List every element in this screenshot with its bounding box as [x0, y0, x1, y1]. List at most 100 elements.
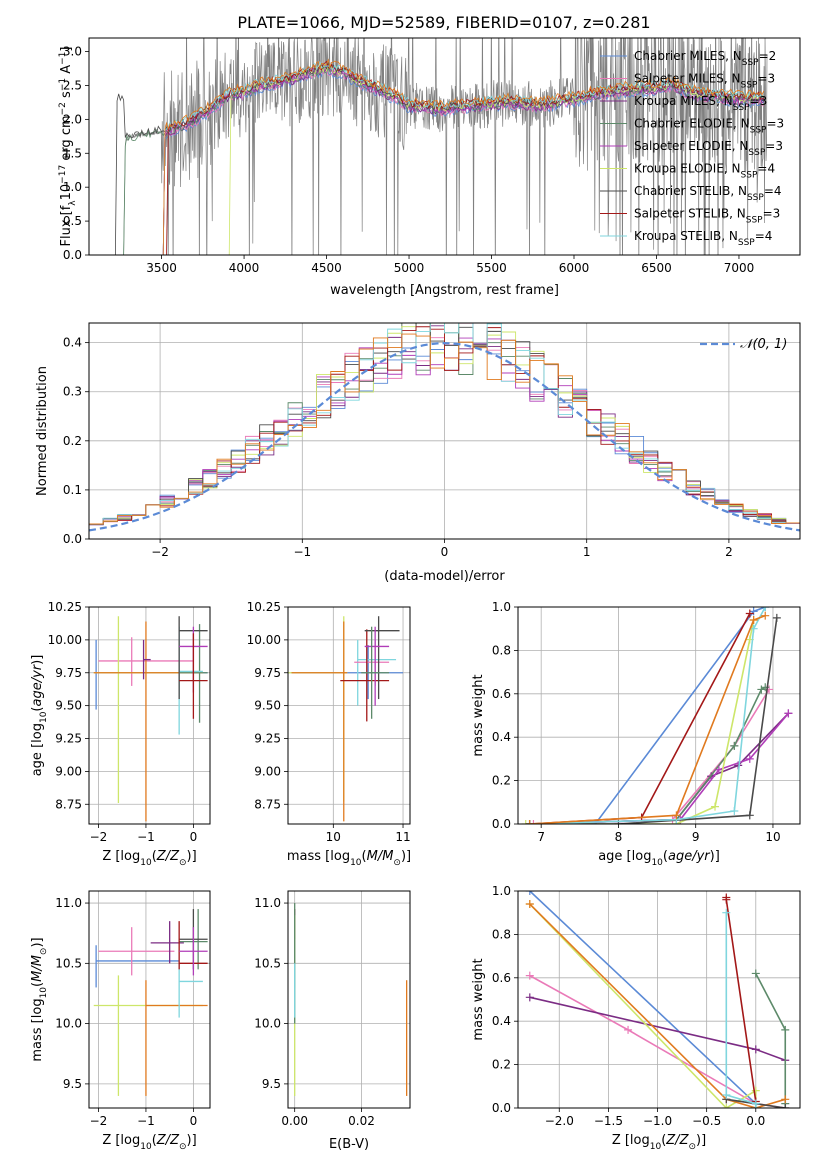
- x-tick-label: −2.0: [545, 1114, 574, 1128]
- y-tick-label: 1.5: [63, 146, 82, 160]
- error-bar-c2: [142, 639, 151, 680]
- y-tick-label: 1.0: [63, 180, 82, 194]
- y-tick-label: 10.00: [247, 633, 281, 647]
- x-tick-label: 4500: [311, 261, 342, 275]
- weight-marker: [529, 820, 538, 824]
- gaussian-curve: [89, 342, 800, 532]
- y-tick-label: 0.4: [492, 730, 511, 744]
- weight-series-orange: [525, 611, 770, 824]
- legend-label: Salpeter ELODIE, NSSP=3: [634, 139, 783, 158]
- error-bar-orange: [93, 621, 203, 822]
- y-tick-label: 1.0: [492, 600, 511, 614]
- y-tick-label: 2.0: [63, 112, 82, 126]
- mass-vs-extinction-panel: 0.00 0.02 9.5 10.0 10.5 11.0 E(B-V): [254, 890, 411, 1152]
- error-bar-c4: [179, 927, 208, 976]
- weight-marker: [722, 1104, 731, 1108]
- x-tick-label: 10: [765, 830, 780, 844]
- mass-vs-metallicity-panel: −2 −1 0 9.5 10.0 10.5 11.0 Z [log10(Z/Z⊙)] mass …: [30, 890, 211, 1152]
- y-tick-label: 0.5: [63, 214, 82, 228]
- y-tick-label: 10.5: [254, 956, 281, 970]
- y-tick-label: 11.0: [254, 896, 281, 910]
- plot-area: [521, 607, 793, 824]
- x-axis-label: E(B-V): [329, 1137, 369, 1152]
- weight-marker: [525, 993, 534, 1002]
- weight-line: [529, 891, 757, 1108]
- y-tick-label: 0.1: [63, 483, 82, 497]
- y-tick-label: 9.5: [262, 1077, 281, 1091]
- weight-marker: [751, 1086, 760, 1095]
- y-tick-label: 10.5: [55, 956, 82, 970]
- y-axis-label: Flux [fλ10−17 erg cm−2 s−1 A−1]: [58, 47, 78, 247]
- y-tick-label: 0.2: [63, 434, 82, 448]
- error-bar-c1: [98, 927, 175, 976]
- weight-line: [725, 897, 757, 1102]
- x-tick-label: 7000: [724, 261, 755, 275]
- model-spectrum-c8: [162, 61, 764, 255]
- legend-label: Salpeter STELIB, NSSP=3: [634, 207, 780, 226]
- y-tick-label: 1.0: [492, 884, 511, 898]
- weight-marker: [730, 806, 739, 815]
- plot-area: [525, 891, 790, 1108]
- weight-marker: [781, 1025, 790, 1034]
- weight-marker: [781, 1104, 790, 1108]
- weight-vs-age-panel: 7 8 9 10 0.0 0.2 0.4 0.6 0.8 1.0 mass weight age [l…: [471, 600, 801, 868]
- weight-series-c0: [525, 607, 770, 824]
- weight-marker: [784, 709, 793, 718]
- weight-marker: [722, 895, 731, 904]
- error-bar-c4: [364, 626, 390, 706]
- x-tick-label: 4000: [229, 261, 260, 275]
- weight-line: [529, 686, 766, 824]
- weight-marker: [711, 802, 720, 811]
- plot-area: [294, 903, 408, 1096]
- weight-marker: [751, 1104, 760, 1108]
- x-tick-label: −1: [293, 545, 311, 559]
- error-bar-c8: [178, 963, 203, 1018]
- x-tick-label: −1: [137, 830, 155, 844]
- y-tick-label: 0.8: [492, 927, 511, 941]
- weight-series-c4: [525, 709, 793, 824]
- weight-marker: [745, 754, 754, 763]
- weight-line: [755, 973, 787, 1108]
- error-bar-c0: [291, 645, 404, 700]
- axes-frame: [517, 890, 801, 1109]
- residual-histogram-orange: [89, 333, 800, 530]
- age-vs-metallicity-panel: −2 −1 0 8.75 9.00 9.25 9.50 9.75 10.00 10.25 Z [lo…: [30, 600, 211, 868]
- error-bar-c0: [95, 945, 180, 988]
- weight-series-c8: [525, 607, 770, 824]
- y-tick-label: 0.0: [63, 248, 82, 262]
- weight-marker: [730, 741, 739, 750]
- y-tick-label: 9.25: [254, 732, 281, 746]
- x-tick-label: 5000: [394, 261, 425, 275]
- axes-frame: [88, 37, 801, 256]
- x-tick-label: 1: [583, 545, 591, 559]
- y-tick-label: 0.6: [492, 687, 511, 701]
- y-tick-label: 9.25: [55, 732, 82, 746]
- y-tick-label: 9.75: [55, 666, 82, 680]
- x-tick-label: 10: [326, 830, 341, 844]
- weight-marker: [714, 765, 723, 774]
- weight-series-c5: [521, 616, 758, 824]
- y-tick-label: 9.50: [254, 699, 281, 713]
- plot-area: [114, 38, 768, 255]
- x-tick-label: −0.5: [692, 1114, 721, 1128]
- legend-label: Chabrier STELIB, NSSP=4: [634, 184, 782, 203]
- y-tick-label: 0.4: [492, 1014, 511, 1028]
- weight-line: [529, 712, 789, 824]
- weight-line: [529, 614, 766, 824]
- x-tick-label: 6500: [641, 261, 672, 275]
- weight-line: [529, 903, 786, 1108]
- y-tick-label: 10.0: [55, 1017, 82, 1031]
- x-tick-label: −2: [151, 545, 169, 559]
- plot-area: [93, 909, 208, 1096]
- x-axis-label: Z [log10(Z/Z⊙)]: [612, 1133, 706, 1152]
- x-tick-label: 6000: [559, 261, 590, 275]
- y-tick-label: 0.2: [492, 774, 511, 788]
- x-axis-label: Z [log10(Z/Z⊙)]: [102, 849, 196, 868]
- x-axis-label: wavelength [Angstrom, rest frame]: [330, 283, 559, 298]
- y-tick-label: 0.3: [63, 385, 82, 399]
- weight-line: [529, 613, 751, 824]
- x-axis-label: Z [log10(Z/Z⊙)]: [102, 1133, 196, 1152]
- error-bar-orange: [291, 621, 348, 822]
- y-tick-label: 0.8: [492, 643, 511, 657]
